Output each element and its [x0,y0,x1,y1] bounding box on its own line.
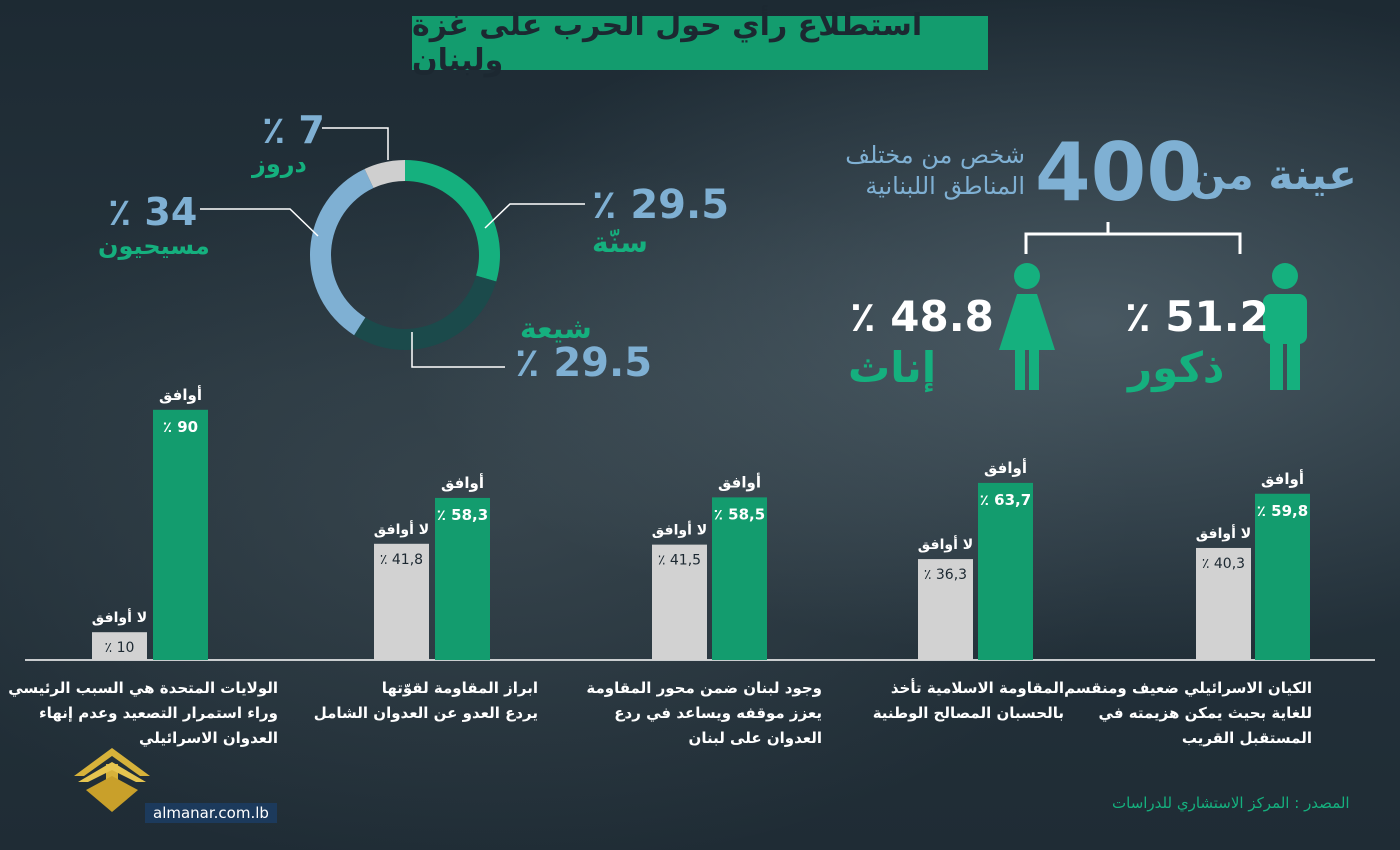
bar-disagree-value: ٪ 36,3 [924,567,967,583]
sample-description: شخص من مختلف المناطق اللبنانية [845,141,1025,200]
sunni-pct: ٪ 29.5 [592,182,730,228]
leader-line-druze [322,127,389,160]
bar-disagree-label: لا أوافق [92,608,147,626]
question-line: المقاومة الاسلامية تأخذ [890,679,1064,697]
title-banner: استطلاع رأي حول الحرب على غزة ولبنان [412,8,988,78]
question-line: ابراز المقاومة لقوّتها [381,679,538,697]
christians-label: مسيحيون [98,232,210,260]
bar-agree [153,409,208,660]
question-line: الولايات المتحدة هي السبب الرئيسي [8,679,278,697]
bar-disagree [652,544,707,660]
slice-sunni [405,160,500,282]
bar-disagree-value: ٪ 41,8 [380,552,423,568]
sample-title: عينة من [1190,150,1357,199]
question-line: العدوان الاسرائيلي [139,729,278,747]
bar-disagree [374,543,429,660]
bar-agree [978,482,1033,660]
leader-line-shia [411,332,505,368]
leader-line-christians [200,208,319,237]
druze-label: دروز [252,150,307,178]
sample-count: 400 [1035,126,1202,219]
bar-disagree-label: لا أوافق [652,521,707,539]
question-label: المقاومة الاسلامية تأخذ بالحسبان المصالح … [804,676,1064,726]
question-line: يعزز موقفه ويساعد في ردع [614,704,822,722]
bar-agree-label: أوافق [159,385,202,404]
shia-label: شيعة [520,312,592,345]
bar-agree-label: أوافق [984,458,1027,477]
question-label: الكيان الاسرائيلي ضعيف ومنقسم للغاية بحيث… [1052,676,1312,751]
question-line: المستقبل القريب [1181,729,1312,747]
bar-disagree-label: لا أوافق [918,535,973,553]
bar-agree-value: ٪ 59,8 [1257,502,1308,520]
gender-bracket [1024,222,1242,254]
female-icon [999,263,1055,390]
christians-pct: ٪ 34 [108,190,198,234]
page-title: استطلاع رأي حول الحرب على غزة ولبنان [412,8,923,78]
female-label: إناث [848,343,937,392]
site-url[interactable]: almanar.com.lb [145,803,277,823]
donut-leader-lines [200,127,585,368]
bar-disagree-label: لا أوافق [374,520,429,538]
bar-disagree-value: ٪ 10 [105,640,135,656]
source-note: المصدر : المركز الاستشاري للدراسات [1112,794,1350,812]
bar-agree-label: أوافق [1261,469,1304,488]
sunni-label: سنّة [592,226,648,259]
bar-disagree [92,632,147,660]
sect-donut-chart [310,160,500,350]
male-pct: ٪ 51.2 [1125,292,1269,341]
question-line: بالحسبان المصالح الوطنية [872,704,1064,722]
slice-christians [310,169,374,336]
bar-agree-label: أوافق [441,473,484,492]
bar-disagree-value: ٪ 40,3 [1202,556,1245,572]
question-label: ابراز المقاومة لقوّتها يردع العدو عن العد… [278,676,538,726]
bar-disagree [918,559,973,660]
druze-pct: ٪ 7 [262,108,325,152]
question-line: العدوان على لبنان [688,729,822,747]
female-pct: ٪ 48.8 [850,292,994,341]
question-label: وجود لبنان ضمن محور المقاومة يعزز موقفه و… [562,676,822,751]
leader-line-sunni [484,203,585,229]
question-line: يردع العدو عن العدوان الشامل [313,704,538,722]
bar-agree [1255,493,1310,660]
almanar-logo-icon [74,748,150,812]
male-label: ذكور [1128,343,1225,392]
bar-disagree [1196,547,1251,660]
bar-agree-value: ٪ 90 [163,418,198,436]
question-line: للغاية بحيث يمكن هزيمته في [1098,704,1312,722]
question-line: وراء استمرار التصعيد وعدم إنهاء [39,704,278,722]
question-line: وجود لبنان ضمن محور المقاومة [586,679,822,697]
bar-agree [435,497,490,660]
slice-druze [364,160,405,189]
slice-shia [354,275,497,350]
bar-agree-value: ٪ 58,3 [437,506,488,524]
shia-pct: ٪ 29.5 [515,340,653,386]
bar-agree-value: ٪ 63,7 [980,491,1031,509]
bar-agree-label: أوافق [718,472,761,491]
male-icon [1263,263,1307,390]
question-label: الولايات المتحدة هي السبب الرئيسي وراء اس… [0,676,278,751]
question-line: الكيان الاسرائيلي ضعيف ومنقسم [1064,679,1312,697]
bar-disagree-value: ٪ 41,5 [658,553,701,569]
bar-agree [712,497,767,660]
bar-disagree-label: لا أوافق [1196,524,1251,542]
bar-agree-value: ٪ 58,5 [714,505,765,523]
